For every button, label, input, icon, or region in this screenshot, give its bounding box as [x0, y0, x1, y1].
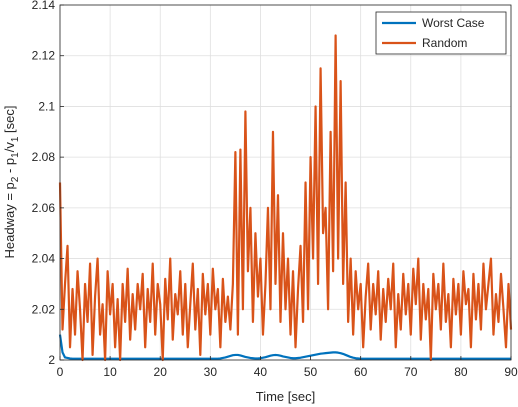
x-tick-label: 60: [354, 365, 368, 379]
y-tick-label: 2.02: [32, 302, 56, 316]
legend-box: [375, 11, 507, 55]
y-tick-label: 2.14: [32, 0, 56, 12]
y-label-part: /v: [2, 142, 17, 153]
x-tick-label: 10: [103, 365, 117, 379]
x-axis-label: Time [sec]: [256, 389, 315, 404]
x-tick-label: 30: [204, 365, 218, 379]
x-tick-label: 70: [404, 365, 418, 379]
axes-box: [59, 4, 512, 361]
y-label-part: Headway = p: [2, 182, 17, 258]
x-tick-label: 0: [57, 365, 64, 379]
y-tick-label: 2.06: [32, 201, 56, 215]
y-label-sub: 1: [10, 136, 21, 142]
x-tick-label: 90: [504, 365, 518, 379]
legend-label: Worst Case: [422, 16, 485, 30]
y-axis-label: Headway = p2 - p1/v1 [sec]: [2, 106, 21, 259]
y-tick-label: 2: [48, 353, 55, 367]
y-tick-label: 2.08: [32, 150, 56, 164]
legend-label: Random: [422, 36, 467, 50]
y-label-sub: 2: [10, 176, 21, 182]
x-tick-label: 80: [454, 365, 468, 379]
y-tick-label: 2.04: [32, 252, 56, 266]
y-label-part: - p: [2, 158, 17, 177]
x-tick-label: 20: [154, 365, 168, 379]
y-tick-label: 2.12: [32, 49, 56, 63]
y-label-sub: 1: [10, 152, 21, 158]
data-line: [58, 34, 513, 362]
x-tick-label: 50: [304, 365, 318, 379]
x-tick-label: 40: [254, 365, 268, 379]
data-line: [58, 334, 511, 360]
y-tick-label: 2.1: [38, 99, 55, 113]
y-label-part: [sec]: [2, 106, 17, 137]
